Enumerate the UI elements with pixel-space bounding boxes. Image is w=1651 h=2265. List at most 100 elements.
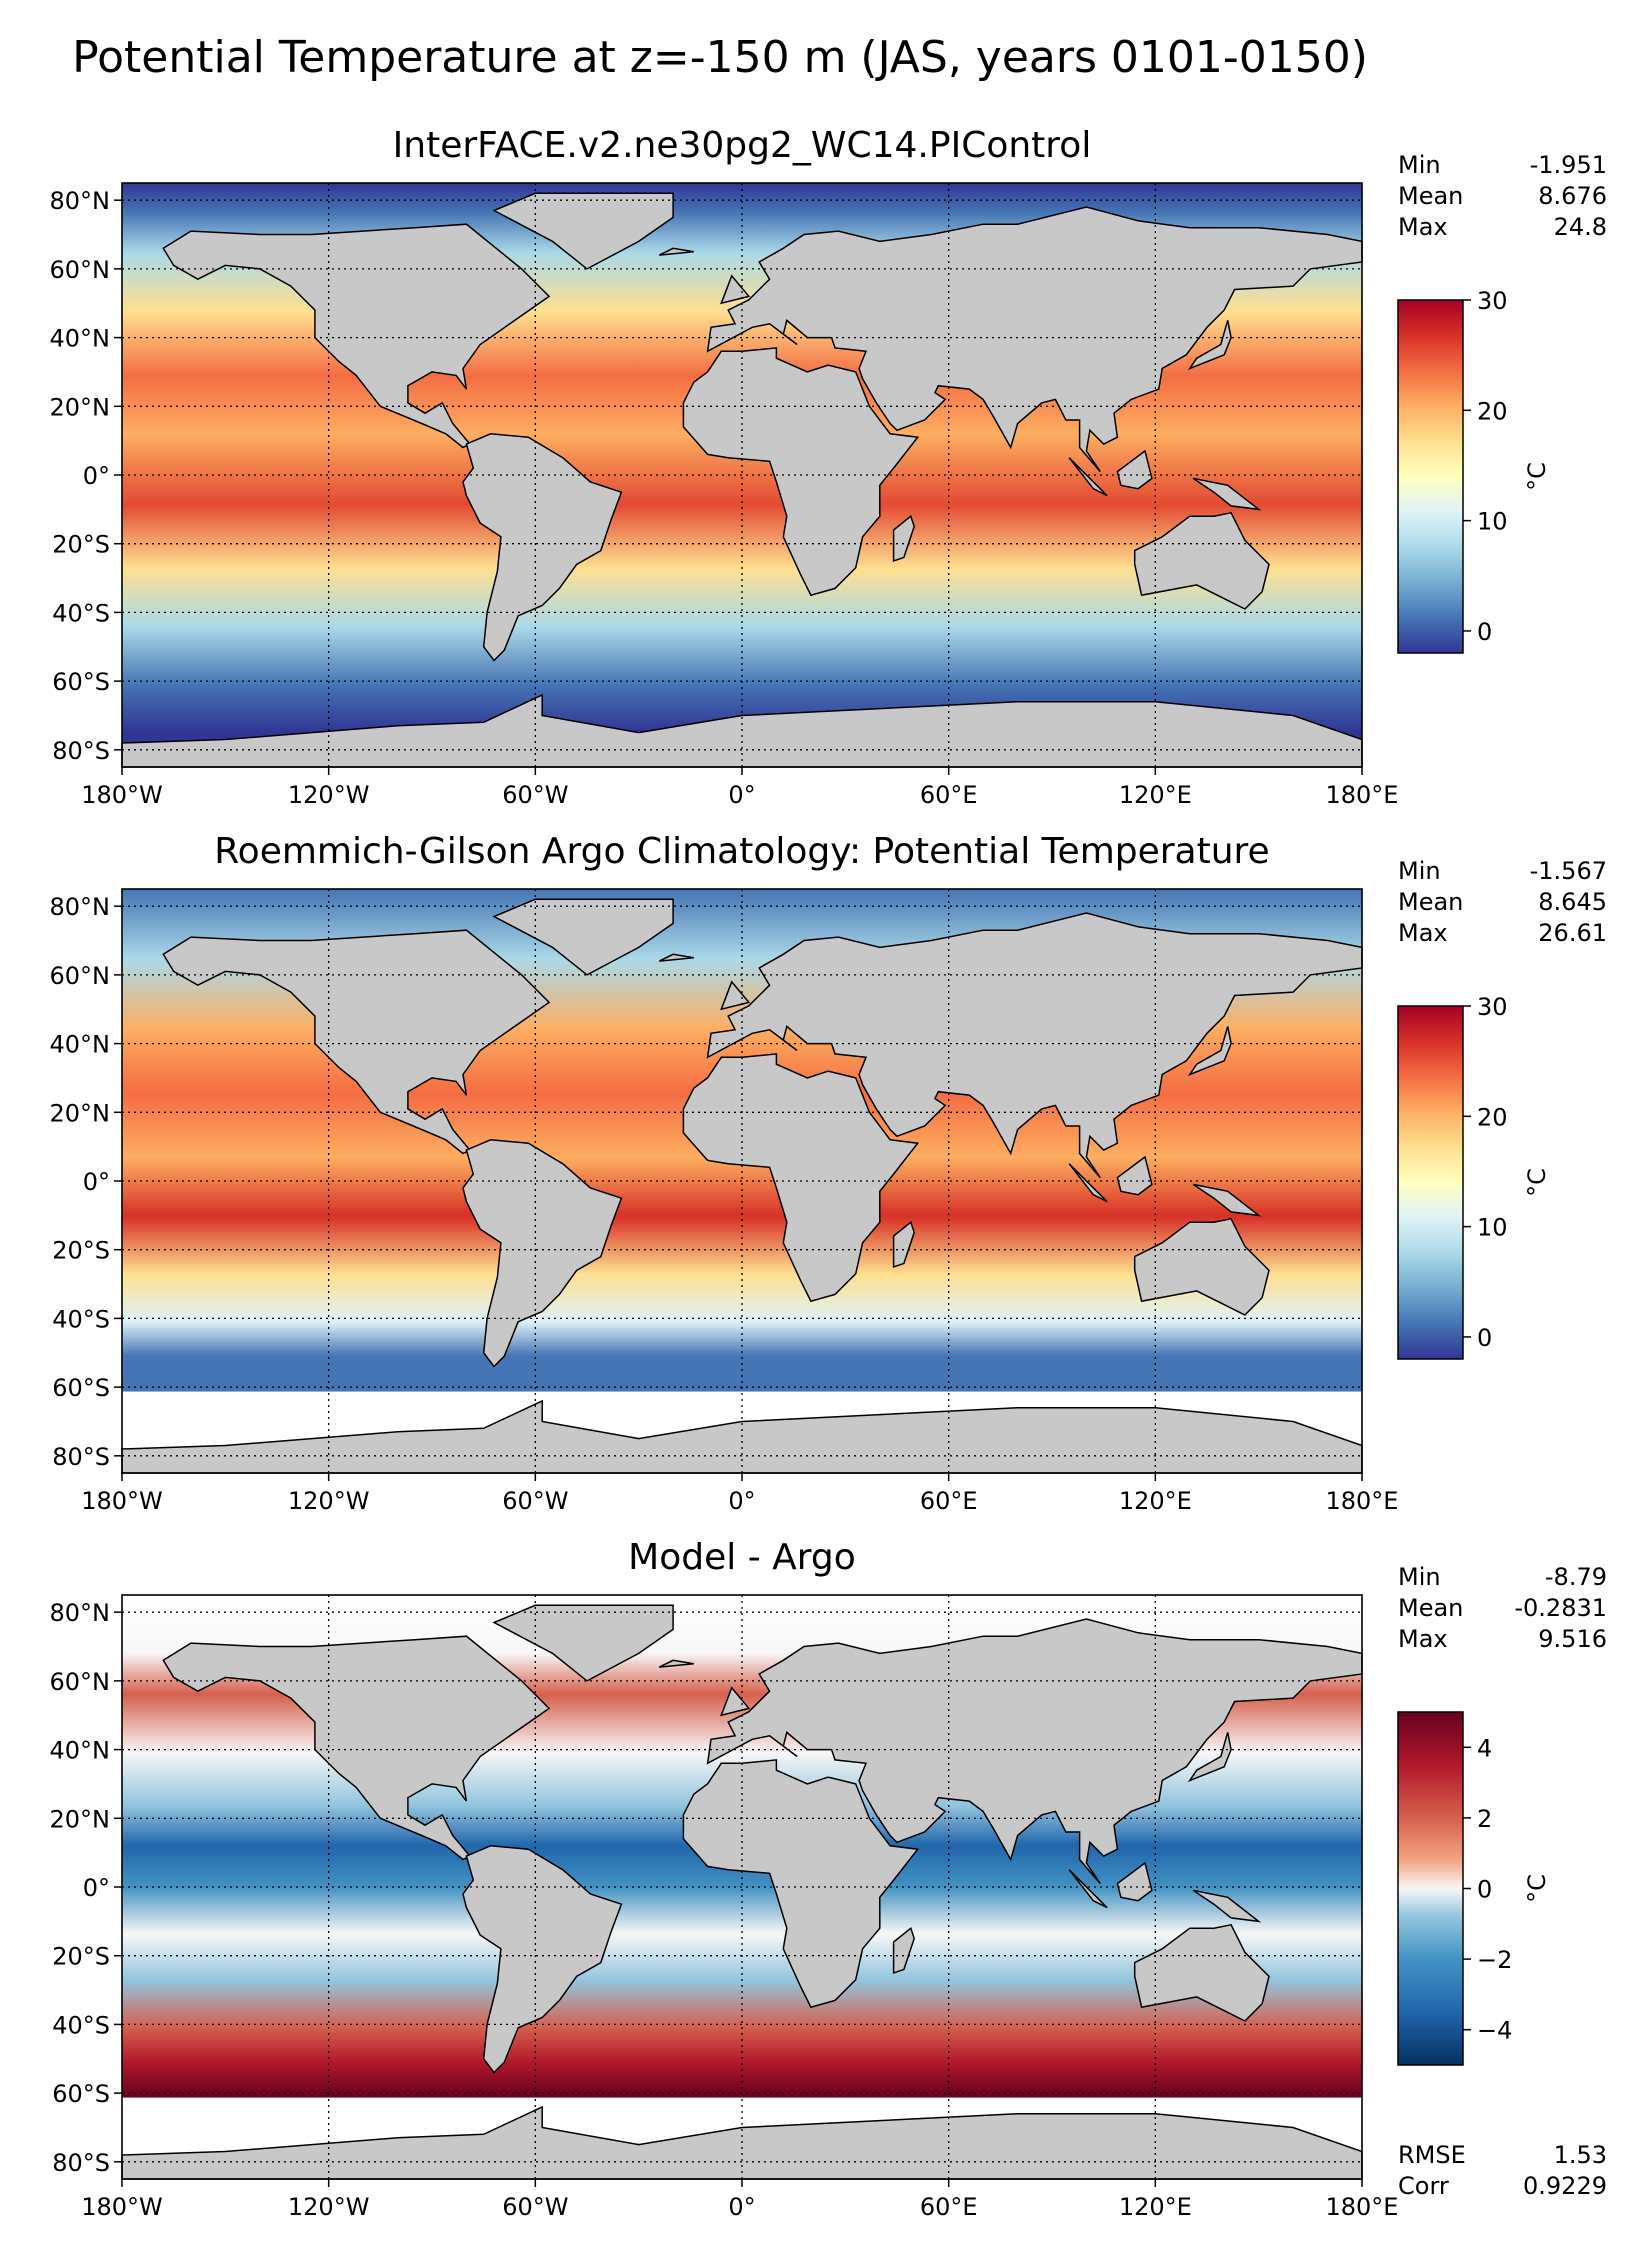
x-tick-label: 0° — [728, 2193, 755, 2221]
land-mass — [1133, 511, 1270, 610]
x-tick-label: 120°W — [288, 1487, 370, 1515]
colorbar-tick-label: 10 — [1477, 508, 1508, 536]
stats-box: Min -8.79 Mean -0.2831 Max 9.516 — [1398, 1563, 1607, 1653]
land-mass — [462, 433, 623, 662]
colorbar: 4 2 0 −2 −4 °C — [1397, 1711, 1551, 2066]
stat-value: 0.9229 — [1523, 2172, 1607, 2200]
y-tick-label: 60°S — [52, 1374, 110, 1402]
stat-label: Mean — [1398, 888, 1463, 916]
land-layer — [121, 192, 1363, 768]
land-mass — [162, 1635, 551, 1861]
stats-box: Min -1.567 Mean 8.645 Max 26.61 — [1398, 857, 1607, 947]
land-mass — [658, 247, 694, 256]
x-tick-label: 180°W — [81, 1487, 163, 1515]
stat-value: -1.951 — [1530, 151, 1607, 179]
y-tick-label: 40°S — [52, 2011, 110, 2039]
y-tick-label: 60°S — [52, 2080, 110, 2108]
stat-label: RMSE — [1398, 2141, 1466, 2169]
y-tick-label: 20°S — [52, 1943, 110, 1971]
x-tick-label: 0° — [728, 781, 755, 809]
colorbar-tick-label: 2 — [1477, 1805, 1492, 1833]
y-tick-label: 40°N — [50, 1737, 111, 1765]
land-mass — [1116, 1155, 1153, 1196]
land-mass — [720, 1686, 751, 1717]
land-mass — [492, 192, 674, 270]
colorbar-tick-label: 30 — [1477, 287, 1508, 315]
y-tick-label: 40°S — [52, 1305, 110, 1333]
land-mass — [720, 274, 751, 305]
land-mass — [892, 514, 915, 562]
y-tick-label: 20°N — [50, 1805, 111, 1833]
land-mass — [658, 953, 694, 962]
x-tick-label: 120°W — [288, 781, 370, 809]
gridlines — [122, 889, 1362, 1473]
gridlines — [122, 183, 1362, 767]
y-tick-label: 20°N — [50, 1099, 111, 1127]
land-mass — [706, 1618, 1363, 1885]
panel-title: Roemmich-Gilson Argo Climatology: Potent… — [214, 831, 1269, 872]
land-mass — [1133, 1217, 1270, 1316]
x-tick-label: 120°E — [1119, 2193, 1192, 2221]
land-mass — [682, 1053, 920, 1303]
x-tick-label: 60°E — [920, 1487, 978, 1515]
colorbar-label: °C — [1523, 462, 1551, 491]
y-tick-label: 80°S — [52, 1443, 110, 1471]
x-tick-label: 180°E — [1326, 2193, 1399, 2221]
x-tick-label: 60°E — [920, 2193, 978, 2221]
land-mass — [1116, 1861, 1153, 1902]
stat-value: 9.516 — [1538, 1625, 1607, 1653]
colorbar-tick-label: 0 — [1477, 1876, 1492, 1904]
land-mass — [706, 912, 1363, 1179]
stat-label: Max — [1398, 213, 1448, 241]
y-tick-label: 60°S — [52, 668, 110, 696]
gridlines — [122, 1595, 1362, 2179]
x-tick-label: 180°W — [81, 781, 163, 809]
colorbar-gradient — [1397, 299, 1464, 654]
x-tick-label: 60°W — [502, 781, 568, 809]
land-mass — [492, 1604, 674, 1682]
stat-value: -8.79 — [1545, 1563, 1607, 1591]
x-tick-label: 120°E — [1119, 781, 1192, 809]
colorbar-tick-label: 30 — [1477, 993, 1508, 1021]
colorbar-tick-label: 0 — [1477, 618, 1492, 646]
stat-value: 8.676 — [1538, 182, 1607, 210]
figure-title: Potential Temperature at z=-150 m (JAS, … — [72, 32, 1368, 83]
stat-label: Min — [1398, 857, 1441, 885]
land-mass — [892, 1220, 915, 1268]
stat-label: Min — [1398, 151, 1441, 179]
colorbar-tick-label: 10 — [1477, 1214, 1508, 1242]
stat-label: Mean — [1398, 182, 1463, 210]
stat-value: -1.567 — [1530, 857, 1607, 885]
x-tick-label: 60°E — [920, 781, 978, 809]
land-mass — [1133, 1923, 1270, 2022]
y-tick-label: 0° — [83, 462, 110, 490]
colorbar-tick-label: 0 — [1477, 1324, 1492, 1352]
land-mass — [1068, 457, 1108, 497]
stat-value: -0.2831 — [1514, 1594, 1607, 1622]
y-tick-label: 20°N — [50, 393, 111, 421]
colorbar-tick-label: −2 — [1477, 1946, 1512, 1974]
land-mass — [462, 1139, 623, 1368]
panel-title: InterFACE.v2.ne30pg2_WC14.PIControl — [393, 125, 1092, 166]
land-layer — [121, 898, 1363, 1474]
y-tick-label: 0° — [83, 1874, 110, 1902]
colorbar-label: °C — [1523, 1874, 1551, 1903]
land-mass — [462, 1845, 623, 2074]
land-mass — [658, 1659, 694, 1668]
land-mass — [1192, 477, 1262, 511]
panel-title: Model - Argo — [628, 1537, 856, 1578]
colorbar-tick-label: 4 — [1477, 1734, 1492, 1762]
y-tick-label: 60°N — [50, 1668, 111, 1696]
colorbar: 0 10 20 30 °C — [1397, 287, 1551, 654]
land-mass — [162, 223, 551, 449]
stat-label: Min — [1398, 1563, 1441, 1591]
y-tick-label: 80°N — [50, 1599, 111, 1627]
y-tick-label: 20°S — [52, 531, 110, 559]
colorbar-gradient — [1397, 1005, 1464, 1360]
stat-value: 26.61 — [1538, 919, 1607, 947]
panel-2: Roemmich-Gilson Argo Climatology: Potent… — [50, 831, 1608, 1515]
land-mass — [706, 206, 1363, 473]
stat-label: Corr — [1398, 2172, 1449, 2200]
land-mass — [162, 929, 551, 1155]
